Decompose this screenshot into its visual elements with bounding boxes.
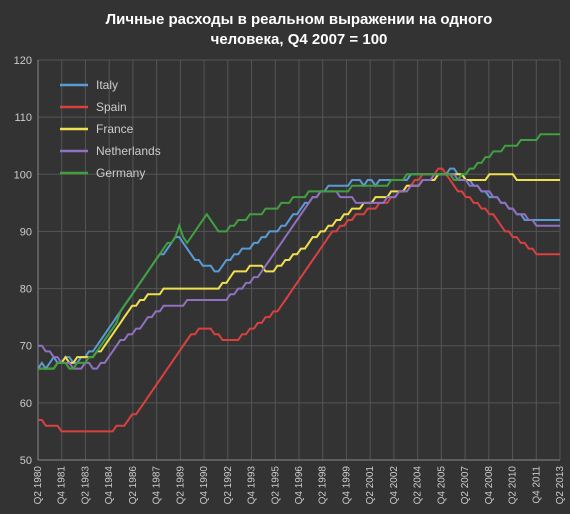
x-tick-label: Q4 1999: [341, 466, 352, 505]
x-tick-label: Q2 2001: [365, 466, 376, 505]
legend-label-italy: Italy: [96, 78, 118, 92]
x-tick-label: Q4 1981: [57, 466, 68, 505]
chart-title-line1: Личные расходы в реальном выражении на о…: [106, 11, 493, 28]
line-chart: 50 60 70 80 90 100 110 120 Q2 1980 Q4 1981 Q2 1983…: [0, 0, 570, 514]
x-tick-label: Q4 2002: [389, 466, 400, 505]
x-tick-label: Q2 2004: [413, 466, 424, 505]
y-tick-label: 50: [20, 455, 32, 467]
y-tick-label: 90: [20, 226, 32, 238]
x-tick-label: Q4 1990: [199, 466, 210, 505]
x-tick-label: Q2 2007: [460, 466, 471, 505]
x-tick-label: Q2 1992: [223, 466, 234, 505]
x-tick-label: Q4 2011: [531, 466, 542, 504]
x-tick-label: Q4 1987: [152, 466, 163, 505]
y-tick-label: 120: [14, 55, 32, 67]
chart-title-line2: человека, Q4 2007 = 100: [211, 31, 388, 48]
y-tick-label: 70: [20, 341, 32, 353]
x-tick-label: Q4 1996: [294, 466, 305, 505]
x-tick-label: Q2 1998: [318, 466, 329, 505]
y-tick-label: 100: [14, 169, 32, 181]
legend-label-germany: Germany: [96, 166, 145, 180]
y-tick-label: 60: [20, 398, 32, 410]
chart-container: 50 60 70 80 90 100 110 120 Q2 1980 Q4 1981 Q2 1983…: [0, 0, 570, 514]
legend-label-netherlands: Netherlands: [96, 144, 161, 158]
x-tick-label: Q4 2008: [484, 466, 495, 505]
x-tick-label: Q2 1989: [175, 466, 186, 505]
x-tick-label: Q4 2005: [436, 466, 447, 505]
x-tick-label: Q2 1995: [270, 466, 281, 505]
x-tick-label: Q4 1984: [104, 466, 115, 505]
x-tick-label: Q2 1980: [33, 466, 44, 505]
legend-label-spain: Spain: [96, 100, 127, 114]
x-tick-label: Q2 1983: [80, 466, 91, 505]
legend-label-france: France: [96, 122, 134, 136]
x-tick-label: Q2 2010: [508, 466, 519, 505]
y-tick-label: 80: [20, 284, 32, 296]
x-tick-label: Q2 1986: [128, 466, 139, 505]
x-tick-label: Q4 1993: [247, 466, 258, 505]
x-tick-label: Q2 2013: [555, 466, 566, 505]
y-tick-label: 110: [14, 112, 32, 124]
